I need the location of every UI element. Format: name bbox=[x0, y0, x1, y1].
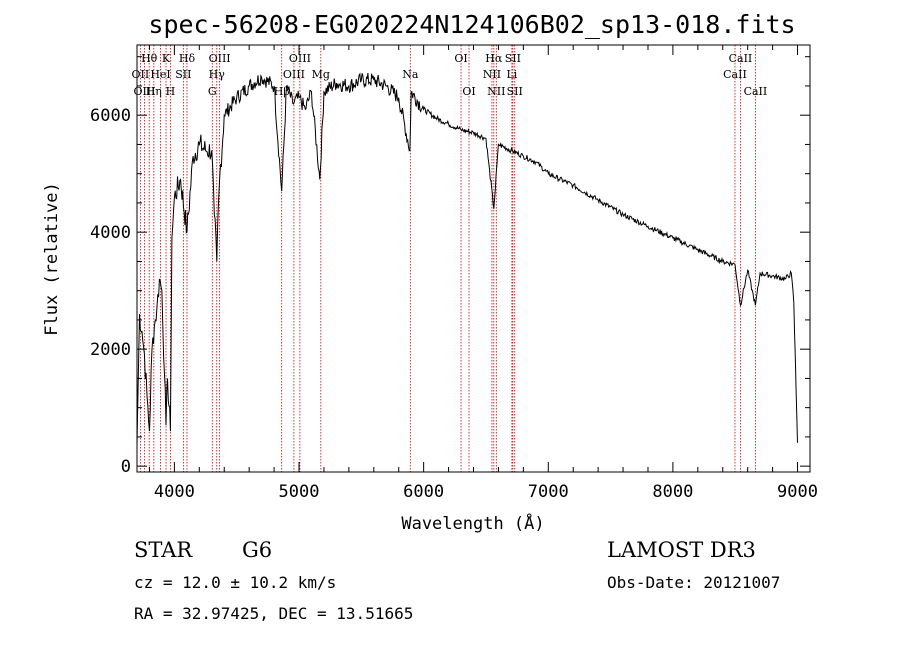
line-label-caii: CaII bbox=[729, 52, 753, 65]
line-label-hδ: Hδ bbox=[179, 52, 196, 65]
line-label-hα: Hα bbox=[485, 52, 503, 65]
x-tick-label: 8000 bbox=[652, 482, 693, 502]
line-label-sii: SII bbox=[507, 85, 523, 98]
x-tick-label: 9000 bbox=[777, 482, 818, 502]
y-tick-label: 0 bbox=[121, 457, 131, 477]
chart-title: spec-56208-EG020224N124106B02_sp13-018.f… bbox=[148, 10, 795, 39]
y-tick-label: 6000 bbox=[90, 106, 131, 126]
spectrum-line bbox=[136, 72, 798, 446]
plot-frame bbox=[136, 44, 811, 473]
obs-date: Obs-Date: 20121007 bbox=[607, 573, 781, 592]
line-label-nii: NII bbox=[487, 85, 505, 98]
x-axis-label: Wavelength (Å) bbox=[401, 512, 544, 534]
line-label-nii: NII bbox=[483, 68, 501, 81]
line-label-oiii: OIII bbox=[133, 85, 155, 98]
x-tick-label: 4000 bbox=[154, 482, 195, 502]
line-label-g: G bbox=[208, 85, 217, 98]
line-label-hθ: Hθ bbox=[141, 52, 158, 65]
y-axis-label: Flux (relative) bbox=[42, 182, 62, 336]
line-label-na: Na bbox=[402, 68, 419, 81]
line-label-caii: CaII bbox=[723, 68, 747, 81]
line-label-sii: SII bbox=[505, 52, 521, 65]
x-tick-label: 5000 bbox=[279, 482, 320, 502]
line-label-sii: SII bbox=[175, 68, 191, 81]
line-label-hγ: Hγ bbox=[209, 68, 226, 81]
axes: 4000 5000 6000 7000 8000 9000 0 2000 4000 6000 bbox=[90, 45, 818, 502]
line-label-oi: OI bbox=[454, 52, 467, 65]
x-tick-label: 7000 bbox=[528, 482, 569, 502]
line-label-hei: HeI bbox=[150, 68, 170, 81]
line-label-mg: Mg bbox=[312, 68, 330, 81]
line-label-caii: CaII bbox=[744, 85, 768, 98]
line-label-k: K bbox=[162, 52, 171, 65]
line-label-oii: OII bbox=[132, 68, 150, 81]
redshift-text: cz = 12.0 ± 10.2 km/s bbox=[134, 573, 337, 592]
line-label-li: Li bbox=[506, 68, 517, 81]
coordinates: RA = 32.97425, DEC = 13.51665 bbox=[134, 604, 414, 623]
line-label-hη: Hη bbox=[146, 85, 162, 98]
y-tick-label: 4000 bbox=[90, 223, 131, 243]
line-label-oi: OI bbox=[462, 85, 475, 98]
line-label-oiii: OIII bbox=[283, 68, 305, 81]
line-label-oiii: OIII bbox=[289, 52, 311, 65]
object-class: STAR bbox=[134, 538, 193, 562]
spectral-line-markers bbox=[139, 45, 756, 472]
y-tick-label: 2000 bbox=[90, 340, 131, 360]
x-tick-label: 6000 bbox=[403, 482, 444, 502]
survey-name: LAMOST DR3 bbox=[607, 538, 756, 562]
object-subclass: G6 bbox=[242, 538, 273, 562]
line-label-h: H bbox=[166, 85, 176, 98]
line-label-oiii: OIII bbox=[209, 52, 231, 65]
